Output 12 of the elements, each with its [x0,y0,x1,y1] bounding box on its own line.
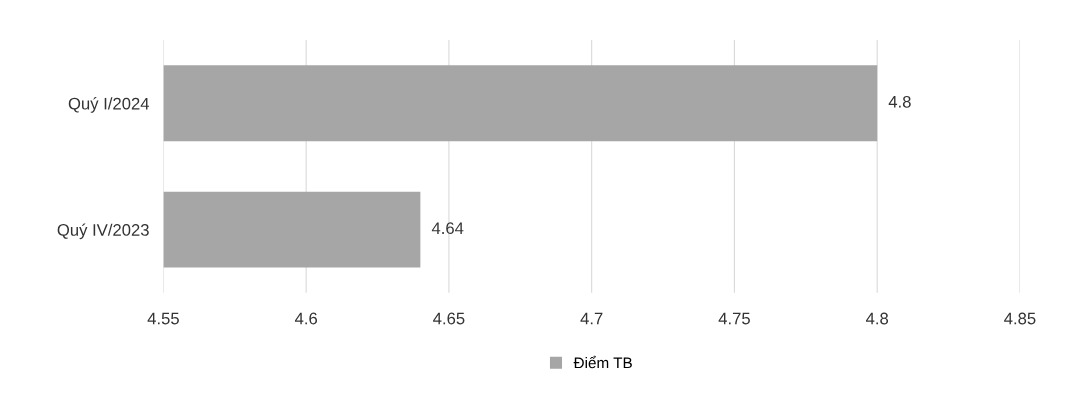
data-label: 4.64 [431,222,464,235]
y-tick-label: Quý IV/2023 [57,223,149,240]
legend-label: Điểm TB [573,355,632,369]
x-tick-label: 4.6 [294,312,318,325]
data-label: 4.8 [888,95,911,108]
x-tick-label: 4.75 [718,312,750,325]
x-tick-label: 4.8 [865,312,889,325]
x-tick-label: 4.85 [1004,312,1036,325]
y-tick-label: Quý I/2024 [68,97,150,113]
x-tick-label: 4.7 [580,312,603,325]
x-tick-label: 4.65 [433,312,465,325]
x-tick-label: 4.55 [147,312,179,325]
